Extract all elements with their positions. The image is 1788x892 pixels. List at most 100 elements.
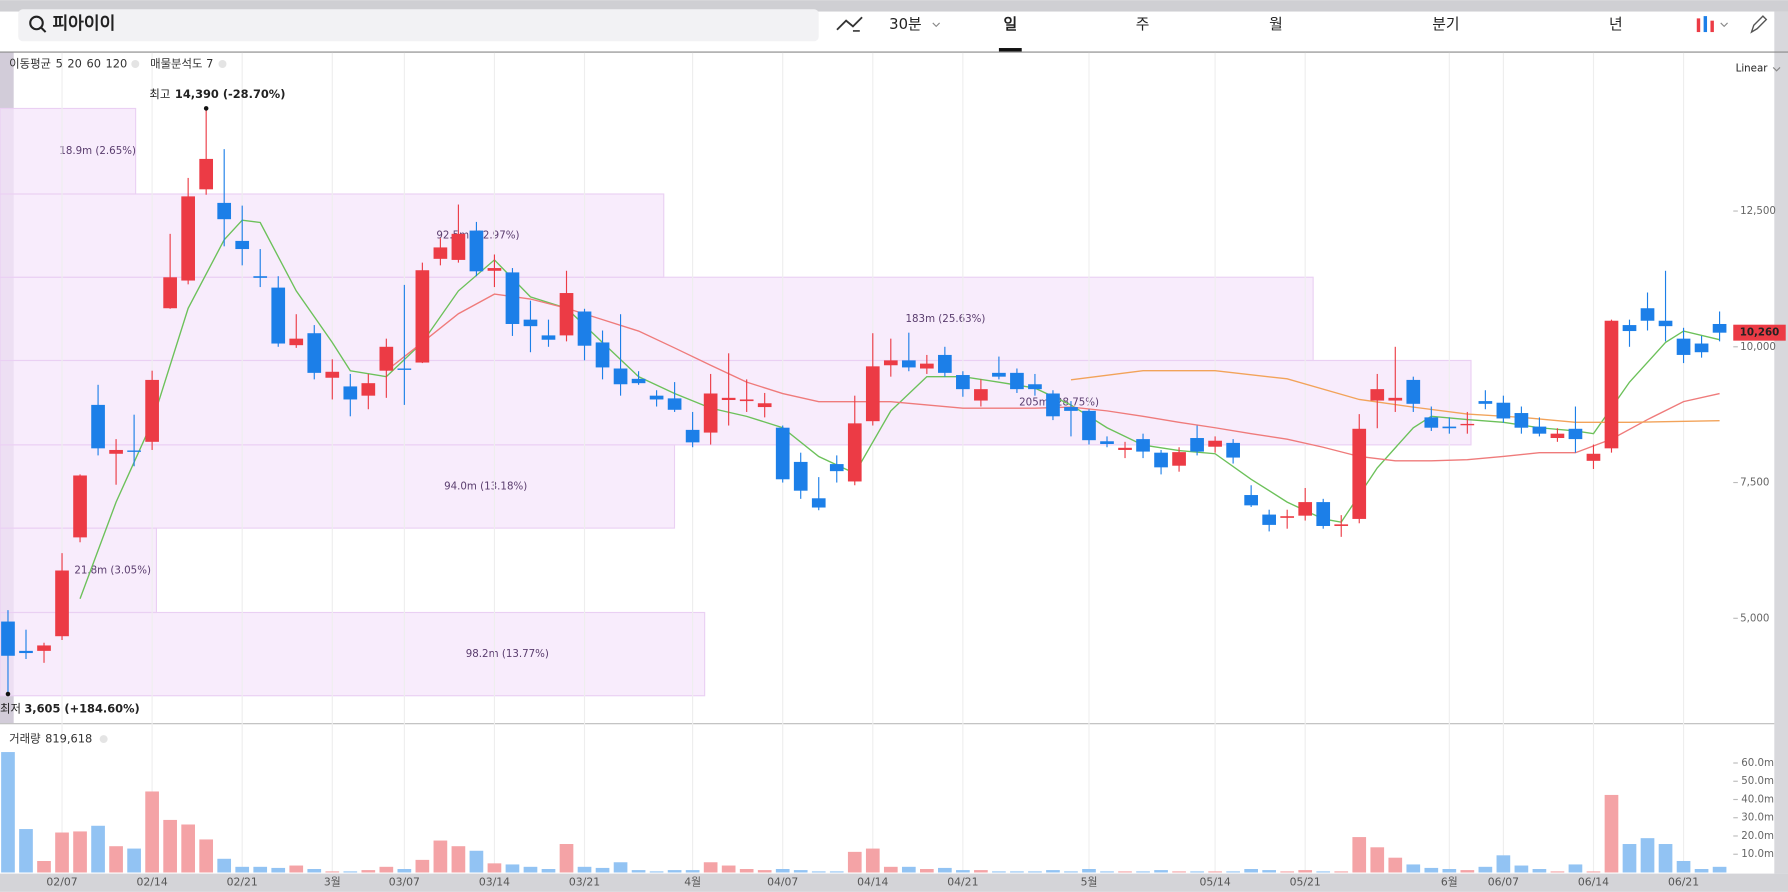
volume-y-tick-label: 10.0m bbox=[1741, 848, 1774, 860]
candle-body bbox=[1550, 433, 1565, 439]
period-tab[interactable]: 일 bbox=[1003, 16, 1017, 33]
volume-bar bbox=[1604, 794, 1619, 873]
legend-entry[interactable]: 20 bbox=[67, 56, 82, 70]
candle-body bbox=[1280, 516, 1295, 518]
x-tick-label: 04/21 bbox=[947, 876, 978, 889]
candle-body bbox=[1622, 325, 1637, 332]
volume-bar bbox=[631, 870, 646, 873]
candle-body bbox=[163, 277, 177, 309]
volume-bar bbox=[919, 869, 934, 873]
volume-bar bbox=[1388, 857, 1403, 873]
chart-type-icon[interactable] bbox=[1696, 16, 1714, 33]
volume-bar bbox=[145, 791, 159, 873]
volume-bar bbox=[1208, 871, 1222, 873]
period-tab[interactable]: 년 bbox=[1609, 16, 1623, 33]
candle-body bbox=[1532, 426, 1547, 434]
candle-body bbox=[1568, 428, 1583, 440]
x-tick-label: 02/14 bbox=[137, 876, 168, 889]
volume-bar bbox=[1478, 866, 1493, 873]
volume-bar bbox=[1550, 871, 1565, 873]
volume-bar bbox=[37, 860, 51, 873]
profile-legend-title[interactable]: 매물분석도 7 bbox=[150, 56, 213, 70]
volume-bar bbox=[938, 867, 952, 873]
volume-bar bbox=[325, 871, 340, 873]
candle-body bbox=[127, 450, 141, 452]
moving-average-line bbox=[79, 219, 1720, 600]
scale-label[interactable]: Linear bbox=[1736, 63, 1769, 75]
volume-bar bbox=[1280, 871, 1295, 873]
volume-bar bbox=[487, 863, 502, 873]
period-tab[interactable]: 분기 bbox=[1432, 16, 1459, 33]
volume-profile-band bbox=[0, 359, 1472, 446]
volume-bar bbox=[649, 871, 664, 873]
volume-bar bbox=[307, 869, 322, 873]
dropdown-chevron[interactable] bbox=[932, 22, 941, 28]
volume-bar bbox=[1082, 869, 1096, 873]
candle-body bbox=[721, 397, 736, 401]
period-tab[interactable]: 30분 bbox=[889, 16, 921, 33]
candle-body bbox=[1442, 426, 1457, 429]
volume-bar bbox=[1010, 871, 1024, 873]
legend-entry[interactable]: 120 bbox=[106, 56, 128, 70]
volume-bar bbox=[1, 752, 15, 873]
candle-body bbox=[307, 333, 322, 373]
x-tick-label: 03/21 bbox=[569, 876, 600, 889]
volume-profile-band bbox=[0, 527, 157, 614]
legend-close-icon[interactable] bbox=[131, 60, 140, 68]
volume-bar bbox=[1442, 869, 1457, 873]
candle-body bbox=[433, 247, 448, 259]
volume-bar bbox=[271, 867, 286, 873]
candle-body bbox=[1262, 514, 1277, 525]
candle-body bbox=[1190, 438, 1204, 452]
legend-entry[interactable]: 60 bbox=[86, 56, 100, 70]
volume-bar bbox=[703, 862, 718, 873]
legend-entry[interactable]: 5 bbox=[56, 56, 63, 70]
candle-body bbox=[1298, 502, 1313, 516]
volume-bar bbox=[541, 869, 556, 873]
candle-body bbox=[343, 386, 358, 400]
candle-body bbox=[1352, 428, 1367, 519]
period-tab[interactable]: 주 bbox=[1136, 16, 1150, 33]
candle-body bbox=[199, 158, 214, 190]
candle-body bbox=[1244, 495, 1258, 506]
search-icon bbox=[29, 15, 44, 31]
candle-body bbox=[1406, 379, 1421, 404]
legend-close-icon[interactable] bbox=[218, 60, 227, 68]
candle-body bbox=[1640, 308, 1655, 321]
icon-part bbox=[1703, 16, 1708, 33]
dropdown-chevron[interactable] bbox=[1772, 67, 1781, 72]
draw-tool-icon[interactable] bbox=[836, 16, 863, 31]
volume-y-tick-label: 20.0m bbox=[1741, 830, 1774, 842]
volume-bar bbox=[595, 867, 610, 873]
x-tick-label: 04/14 bbox=[857, 876, 888, 889]
candle-body bbox=[667, 398, 682, 410]
candle-body bbox=[1172, 452, 1186, 466]
volume-bar bbox=[469, 850, 484, 873]
volume-bar bbox=[1334, 871, 1349, 873]
volume-profile-label: 94.0m (13.18%) bbox=[444, 480, 527, 492]
candle-body bbox=[325, 371, 340, 378]
candle-body bbox=[73, 475, 87, 538]
y-tick-label: 12,500 bbox=[1740, 205, 1776, 217]
volume-bar bbox=[73, 831, 87, 873]
candle-body bbox=[379, 346, 394, 371]
x-tick-label: 06/21 bbox=[1668, 876, 1699, 889]
edit-icon[interactable] bbox=[1750, 15, 1768, 34]
x-tick-label: 05/21 bbox=[1290, 876, 1321, 889]
dropdown-chevron[interactable] bbox=[1720, 22, 1728, 28]
candle-body bbox=[577, 311, 592, 346]
window-frame-top bbox=[0, 0, 1788, 12]
search-text[interactable]: 피아이이 bbox=[52, 14, 115, 34]
candle-body bbox=[1136, 439, 1150, 452]
volume-bar bbox=[1658, 844, 1673, 873]
volume-bar bbox=[379, 866, 394, 873]
candle-body bbox=[631, 378, 646, 384]
period-tab[interactable]: 월 bbox=[1269, 16, 1283, 33]
legend-close-icon[interactable] bbox=[99, 735, 108, 744]
candle-body bbox=[1154, 452, 1168, 468]
search-box[interactable] bbox=[18, 9, 819, 42]
candle-body bbox=[91, 404, 105, 449]
volume-profile-band bbox=[0, 444, 676, 529]
